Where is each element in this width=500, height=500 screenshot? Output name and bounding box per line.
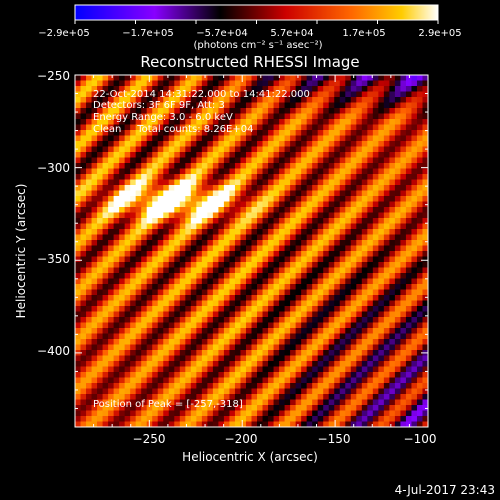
annotation-energy: Energy Range: 3.0 - 6.0 keV <box>93 112 233 123</box>
x-axis-label: Heliocentric X (arcsec) <box>182 450 318 464</box>
y-tick-label: −300 <box>37 161 70 175</box>
y-tick-label: −250 <box>37 69 70 83</box>
annotation-detectors: Detectors: 3F 6F 9F, Att: 3 <box>93 100 225 111</box>
colorbar-ticks <box>74 20 439 24</box>
x-tick-label: −150 <box>318 432 351 446</box>
annotation-clean: Clean Total counts: 8.26E+04 <box>93 124 253 135</box>
colorbar-tick-label: 5.7e+04 <box>270 28 313 39</box>
y-tick-label: −350 <box>37 252 70 266</box>
annotation-time-range: 22-Oct-2014 14:31:22.000 to 14:41:22.000 <box>93 89 310 100</box>
heatmap-image <box>75 75 429 428</box>
chart-title: Reconstructed RHESSI Image <box>140 53 359 71</box>
colorbar-tick-label: −1.7e+05 <box>122 28 174 39</box>
colorbar-tick-label: 2.9e+05 <box>418 28 461 39</box>
y-axis-label: Heliocentric Y (arcsec) <box>14 184 28 319</box>
x-tick-label: −100 <box>404 432 437 446</box>
footer-date: 4-Jul-2017 23:43 <box>395 483 495 497</box>
colorbar-tick-label: −2.9e+05 <box>38 28 90 39</box>
axis-ticks <box>74 74 429 428</box>
annotation-peak-position: Position of Peak = [-257,-318] <box>93 399 243 410</box>
x-tick-label: −250 <box>133 432 166 446</box>
colorbar-unit-label: (photons cm⁻² s⁻¹ asec⁻²) <box>193 40 322 51</box>
y-tick-label: −400 <box>37 344 70 358</box>
colorbar <box>74 4 439 21</box>
colorbar-tick-label: −5.7e+04 <box>196 28 248 39</box>
colorbar-tick-label: 1.7e+05 <box>342 28 385 39</box>
plot-frame <box>74 74 429 428</box>
x-tick-label: −200 <box>225 432 258 446</box>
